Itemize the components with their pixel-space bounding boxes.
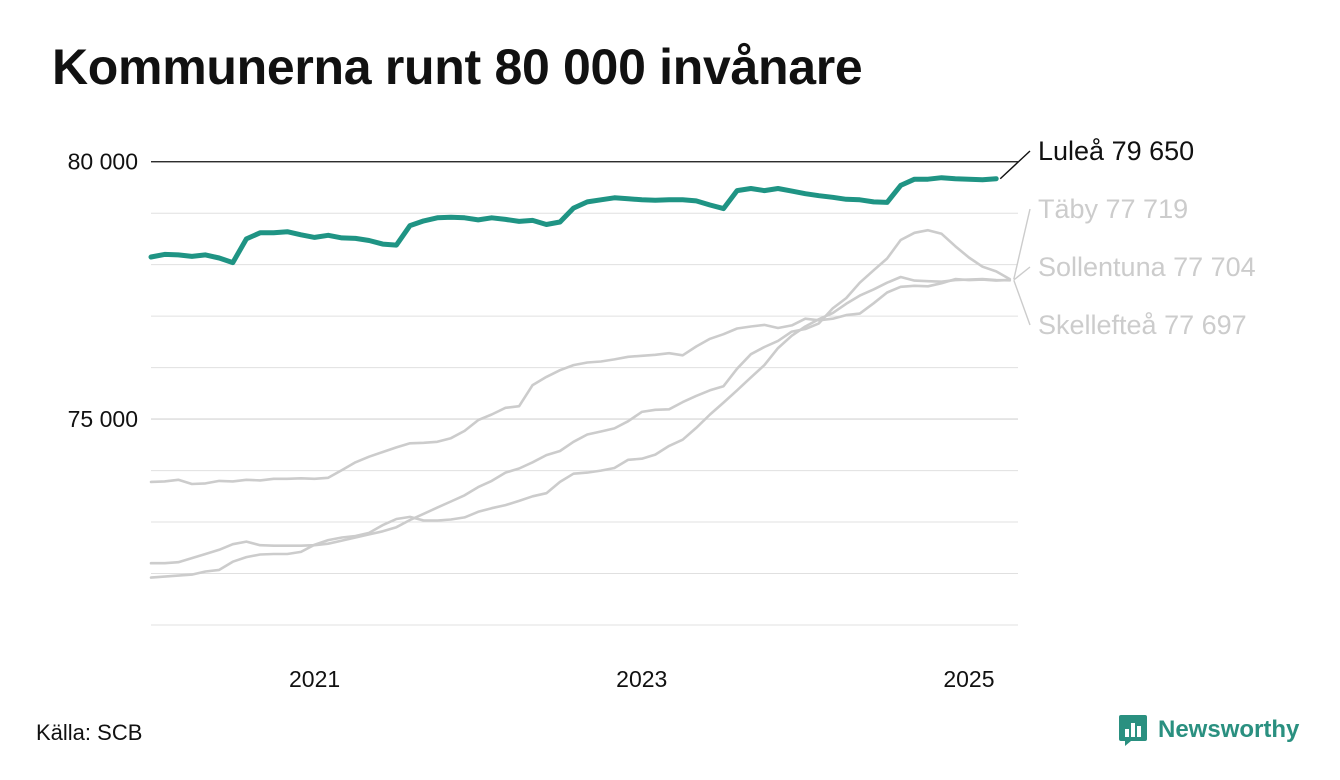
label-leader-line bbox=[999, 150, 1031, 180]
series-line-sollentuna bbox=[149, 277, 1012, 486]
series-end-label: Sollentuna 77 704 bbox=[1038, 252, 1256, 282]
series-labels: Luleå 79 650 Täby 77 719 Sollentuna 77 704… bbox=[999, 136, 1256, 340]
newsworthy-logo-icon bbox=[1119, 715, 1147, 746]
y-tick-label: 80 000 bbox=[68, 149, 138, 175]
series-line-t-by bbox=[149, 228, 1012, 565]
label-leader-line bbox=[1013, 208, 1031, 280]
x-tick-label: 2021 bbox=[289, 666, 340, 692]
label-leader-line bbox=[1013, 266, 1031, 281]
gridlines bbox=[151, 161, 1018, 626]
series-end-label: Luleå 79 650 bbox=[1038, 136, 1194, 166]
x-axis-tick-labels: 2021 2023 2025 bbox=[289, 666, 995, 692]
series-line-lule- bbox=[148, 175, 999, 266]
x-tick-label: 2023 bbox=[616, 666, 667, 692]
series-lines bbox=[148, 175, 1012, 579]
series-line-skellefte- bbox=[149, 275, 1012, 579]
line-chart: 80 000 75 000 2021 2023 2025 Luleå 79 650 Tä… bbox=[68, 136, 1256, 692]
series-end-label: Skellefteå 77 697 bbox=[1038, 310, 1247, 340]
source-note: Källa: SCB bbox=[36, 720, 143, 745]
label-leader-line bbox=[1013, 280, 1031, 326]
brand-name: Newsworthy bbox=[1158, 716, 1300, 743]
series-end-label: Täby 77 719 bbox=[1038, 194, 1188, 224]
y-axis-tick-labels: 80 000 75 000 bbox=[68, 149, 138, 432]
chart-title: Kommunerna runt 80 000 invånare bbox=[52, 39, 863, 95]
brand-logo: Newsworthy bbox=[1118, 714, 1299, 746]
y-tick-label: 75 000 bbox=[68, 406, 138, 432]
x-tick-label: 2025 bbox=[943, 666, 994, 692]
